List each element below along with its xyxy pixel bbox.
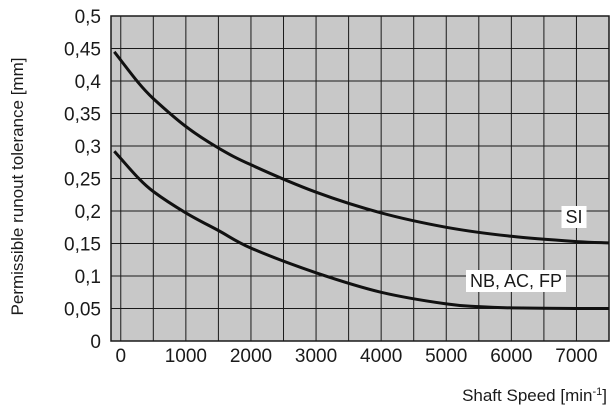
series-label: NB, AC, FP [470,271,562,291]
x-tick-label: 5000 [425,346,467,367]
series-label-background [465,270,567,292]
x-tick-label: 7000 [555,346,597,367]
y-axis-title: Permissible runout tolerance [mm] [8,58,27,316]
y-tick-label: 0,15 [64,235,101,256]
x-tick-label: 0 [115,346,126,367]
x-tick-label: 2000 [230,346,272,367]
y-tick-label: 0,2 [75,202,101,223]
x-axis-title-sup: -1 [592,386,602,398]
series-labels: SI NB, AC, FP [465,206,587,292]
x-tick-label: 1000 [165,346,207,367]
y-tick-label: 0,25 [64,170,101,191]
series-label-background [561,206,587,228]
series-line-si [113,50,610,245]
grid [110,15,610,342]
y-tick-label: 0,35 [64,105,101,126]
y-tick-label: 0,5 [75,7,101,28]
y-tick-label: 0,05 [64,300,101,321]
y-tick-label: 0,45 [64,40,101,61]
series-label: SI [565,207,582,227]
x-axis-title: Shaft Speed [min-1] [462,386,607,405]
y-tick-label: 0 [90,332,101,353]
y-tick-label: 0,4 [75,72,102,93]
x-axis-title-main: Shaft Speed [min [462,386,592,405]
y-tick-label: 0,1 [75,267,101,288]
x-tick-label: 6000 [490,346,532,367]
plot-frame [110,15,610,342]
x-axis-title-end: ] [602,386,607,405]
y-axis-ticks: 0 0,05 0,1 0,15 0,2 0,25 0,3 0,35 0,4 0,45 0,5 [64,7,101,353]
x-tick-label: 3000 [295,346,337,367]
y-tick-label: 0,3 [75,137,101,158]
series-layer [113,50,610,311]
series-line-nb-ac-fp [113,150,610,311]
x-tick-label: 4000 [360,346,402,367]
x-axis-ticks: 0 1000 2000 3000 4000 5000 6000 7000 [115,346,597,367]
